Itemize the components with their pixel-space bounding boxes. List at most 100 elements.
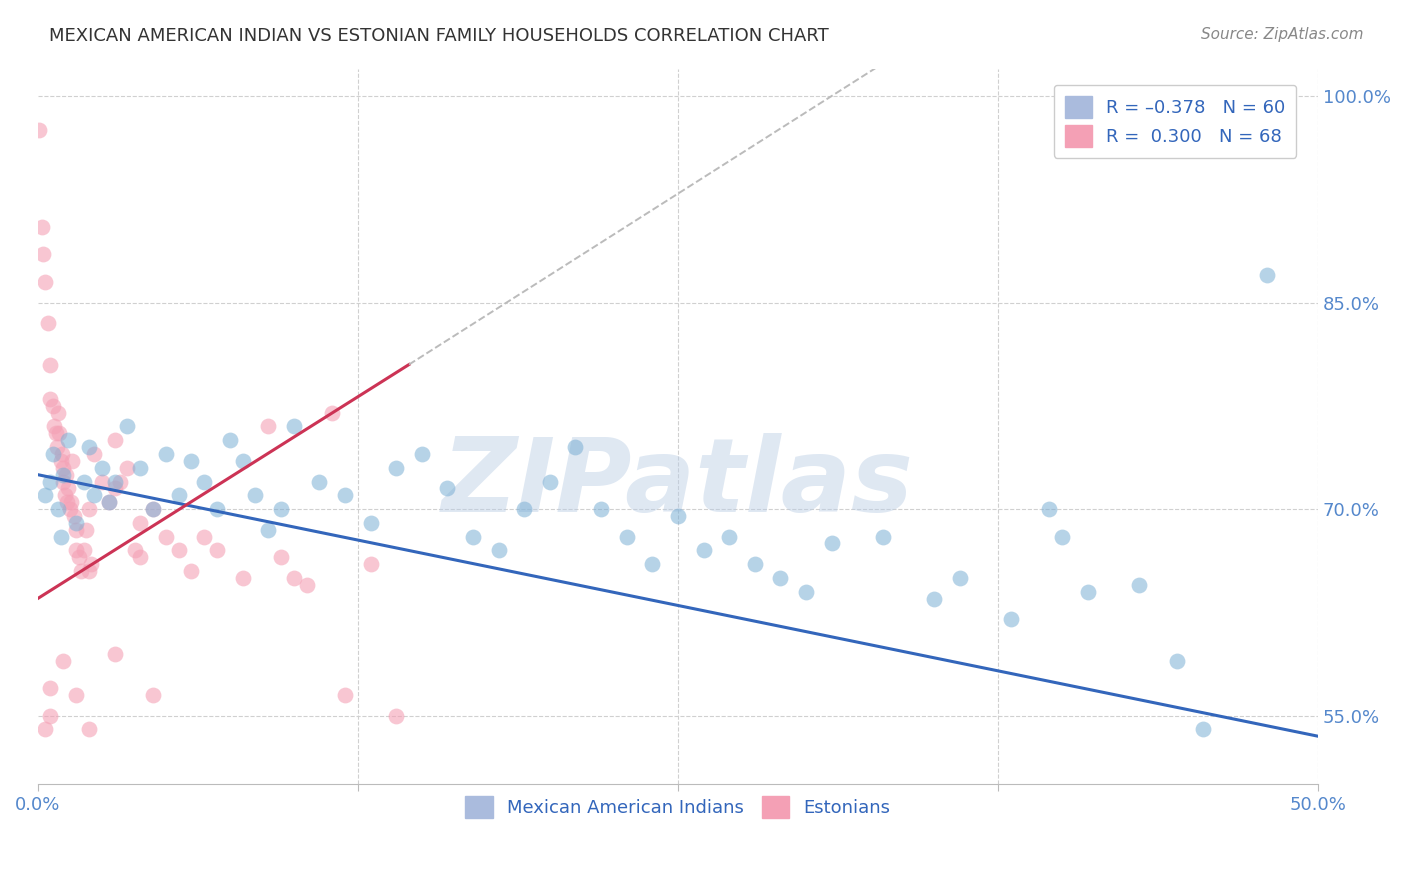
Point (77, 440, 100, 454)
Point (44, 419, 66, 434)
Point (65, 516, 87, 530)
Point (58, 482, 80, 496)
Point (90, 475, 112, 489)
Point (117, 419, 139, 434)
Point (62, 508, 84, 523)
Point (1000, 612, 1022, 626)
Point (77, 723, 100, 737)
Point (385, 708, 408, 723)
Point (108, 475, 131, 489)
Point (39, 708, 62, 723)
Point (1166, 653, 1188, 667)
Point (488, 543, 510, 558)
Point (270, 550, 292, 565)
Point (155, 530, 177, 544)
Point (591, 502, 613, 516)
Point (820, 536, 842, 550)
Point (283, 419, 305, 434)
Point (666, 508, 689, 523)
Point (232, 454, 254, 468)
Point (385, 460, 408, 475)
Point (83, 447, 105, 461)
Point (34, 275, 56, 289)
Point (949, 571, 972, 585)
Point (257, 523, 280, 537)
Point (872, 530, 894, 544)
Point (283, 571, 305, 585)
Point (142, 502, 165, 516)
Legend: Mexican American Indians, Estonians: Mexican American Indians, Estonians (458, 789, 897, 825)
Point (411, 447, 433, 461)
Point (180, 564, 202, 578)
Point (1038, 502, 1060, 516)
Point (1192, 723, 1215, 737)
Point (49, 454, 72, 468)
Point (83, 488, 105, 502)
Point (52, 475, 75, 489)
Point (257, 419, 280, 434)
Point (46, 406, 69, 420)
Point (1128, 578, 1150, 592)
Point (34, 723, 56, 737)
Point (65, 688, 87, 702)
Point (461, 530, 484, 544)
Point (922, 591, 945, 606)
Point (98, 495, 121, 509)
Point (295, 578, 318, 592)
Point (53, 488, 76, 502)
Point (75, 523, 97, 537)
Point (70, 564, 93, 578)
Point (167, 488, 190, 502)
Point (31, 247, 53, 261)
Point (67, 550, 90, 565)
Point (103, 475, 125, 489)
Point (37, 316, 59, 330)
Point (744, 557, 766, 571)
Point (117, 460, 139, 475)
Point (39, 475, 62, 489)
Point (1256, 268, 1278, 282)
Point (73, 543, 96, 558)
Point (564, 440, 586, 454)
Point (321, 406, 343, 420)
Point (794, 584, 817, 599)
Point (129, 460, 152, 475)
Point (205, 543, 228, 558)
Point (129, 550, 152, 565)
Text: Source: ZipAtlas.com: Source: ZipAtlas.com (1201, 27, 1364, 42)
Point (39, 392, 62, 406)
Point (360, 557, 382, 571)
Point (98, 495, 121, 509)
Point (90, 460, 112, 475)
Point (39, 681, 62, 695)
Point (205, 502, 228, 516)
Text: ZIPatlas: ZIPatlas (441, 434, 914, 534)
Point (308, 475, 330, 489)
Point (436, 482, 458, 496)
Point (513, 502, 536, 516)
Point (360, 516, 382, 530)
Point (51, 447, 73, 461)
Point (142, 502, 165, 516)
Point (34, 488, 56, 502)
Point (124, 543, 146, 558)
Point (616, 530, 638, 544)
Point (103, 434, 125, 448)
Point (77, 564, 100, 578)
Point (52, 653, 75, 667)
Text: MEXICAN AMERICAN INDIAN VS ESTONIAN FAMILY HOUSEHOLDS CORRELATION CHART: MEXICAN AMERICAN INDIAN VS ESTONIAN FAMI… (49, 27, 830, 45)
Point (80, 557, 103, 571)
Point (538, 475, 561, 489)
Point (46, 502, 69, 516)
Point (58, 434, 80, 448)
Point (39, 358, 62, 372)
Point (28, 123, 51, 137)
Point (65, 543, 87, 558)
Point (55, 467, 77, 482)
Point (1077, 584, 1099, 599)
Point (73, 475, 96, 489)
Point (31, 219, 53, 234)
Point (193, 530, 215, 544)
Point (167, 543, 190, 558)
Point (142, 688, 165, 702)
